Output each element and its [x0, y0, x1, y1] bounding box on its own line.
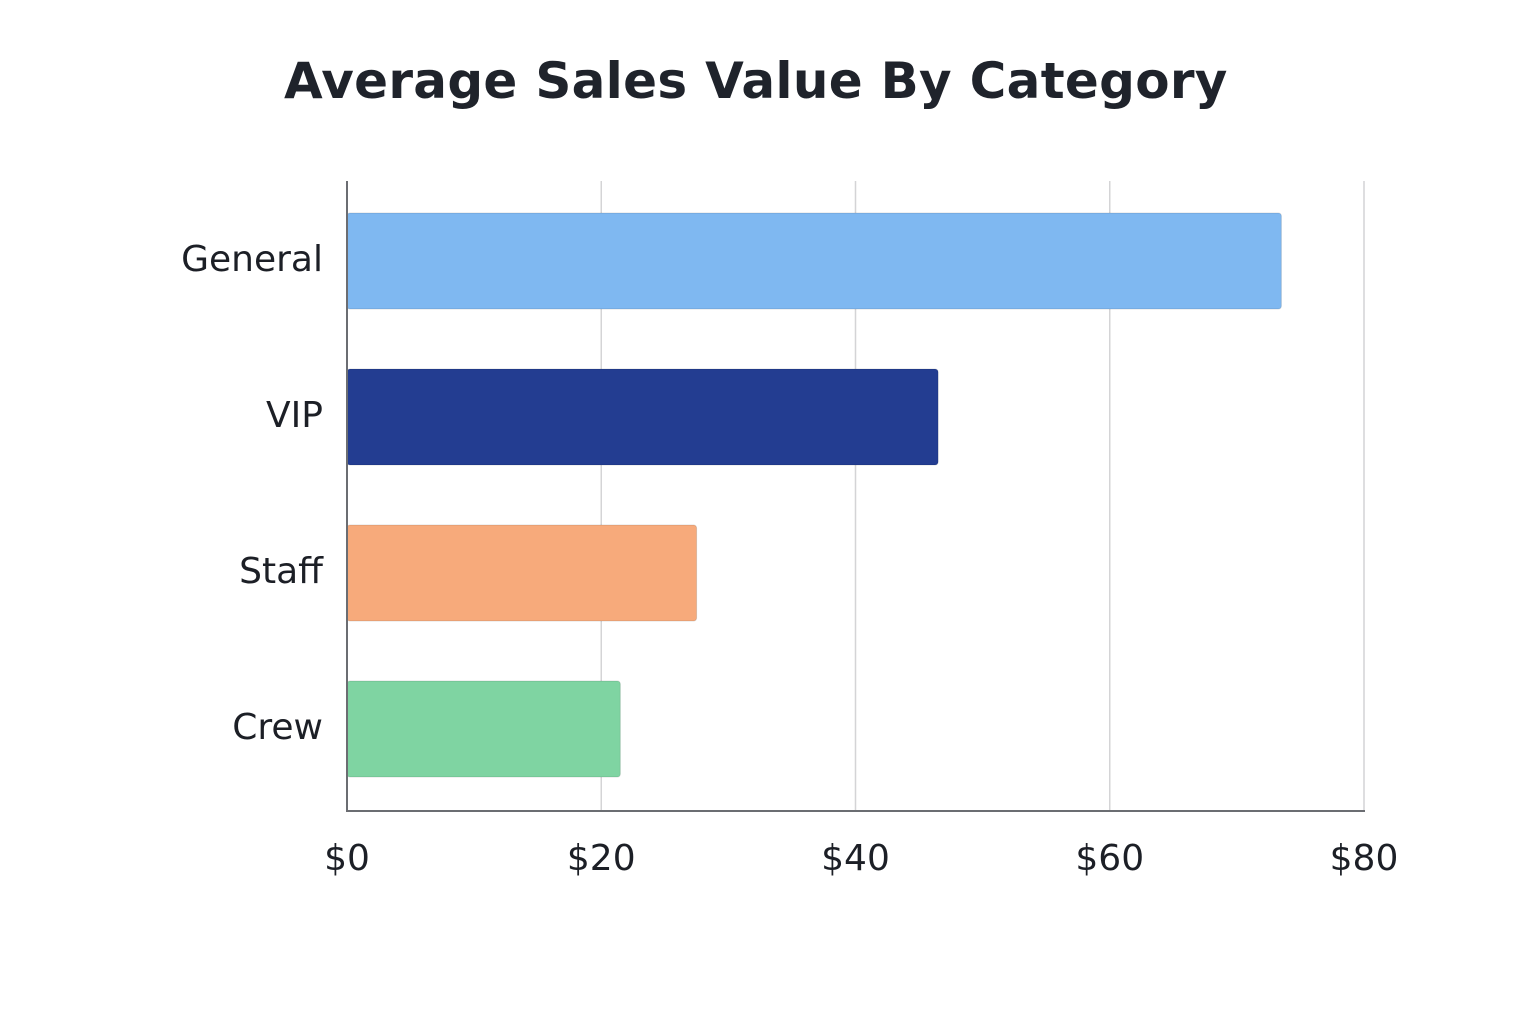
category-label: General: [181, 239, 323, 280]
x-tick-label: $60: [1075, 838, 1144, 879]
bar-staff: [346, 524, 698, 622]
x-tick-label: $20: [567, 838, 636, 879]
category-label: VIP: [266, 395, 323, 436]
x-tick-label: $80: [1330, 838, 1399, 879]
x-tick-labels: $0 $20 $40 $60 $80: [324, 838, 1398, 879]
category-labels: General VIP Staff Crew: [181, 239, 324, 748]
bars: [346, 212, 1282, 778]
category-label: Staff: [239, 551, 324, 592]
bar-general: [346, 212, 1282, 310]
category-label: Crew: [232, 707, 323, 748]
bar-crew: [346, 680, 621, 778]
x-tick-label: $40: [821, 838, 890, 879]
x-tick-label: $0: [324, 838, 370, 879]
chart-title: Average Sales Value By Category: [284, 52, 1228, 110]
axes: [346, 181, 1365, 812]
bar-vip: [346, 368, 939, 466]
